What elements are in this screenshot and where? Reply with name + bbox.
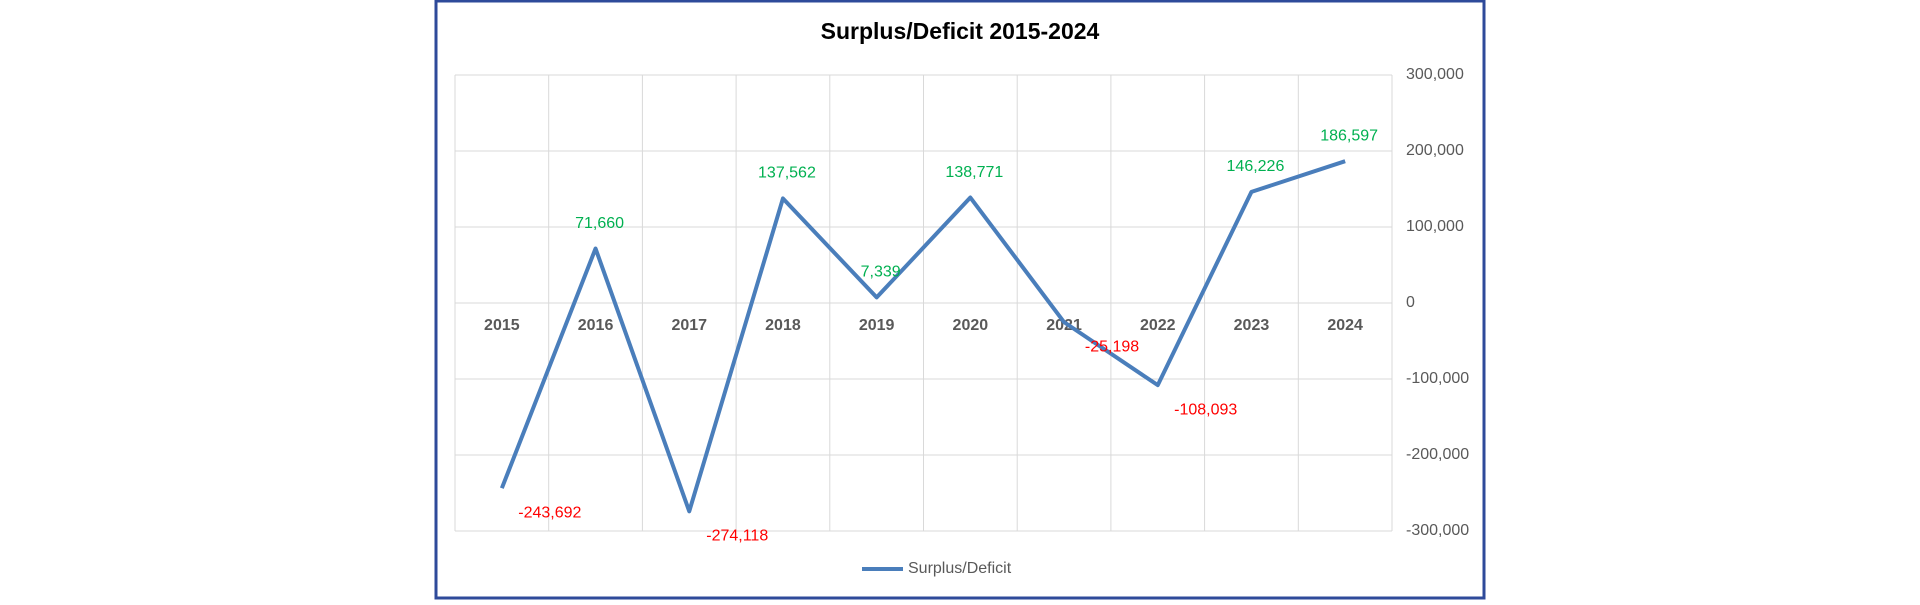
y-tick-label: -100,000 xyxy=(1406,370,1469,387)
x-tick-label: 2020 xyxy=(953,317,989,334)
y-tick-label: 200,000 xyxy=(1406,142,1464,159)
legend-label: Surplus/Deficit xyxy=(908,560,1012,577)
x-tick-label: 2019 xyxy=(859,317,895,334)
data-label: 186,597 xyxy=(1320,127,1378,144)
y-tick-label: -300,000 xyxy=(1406,522,1469,539)
data-label: -274,118 xyxy=(706,528,768,545)
y-tick-label: 100,000 xyxy=(1406,218,1464,235)
y-tick-label: 300,000 xyxy=(1406,66,1464,83)
y-tick-label: -200,000 xyxy=(1406,446,1469,463)
x-tick-label: 2024 xyxy=(1327,317,1363,334)
chart-frame xyxy=(434,0,1486,600)
data-label: 71,660 xyxy=(575,215,624,232)
data-label: -243,692 xyxy=(518,504,581,521)
chart-title: Surplus/Deficit 2015-2024 xyxy=(821,18,1100,44)
data-label: 137,562 xyxy=(758,165,816,182)
x-tick-label: 2017 xyxy=(671,317,707,334)
x-tick-label: 2015 xyxy=(484,317,520,334)
data-label: -108,093 xyxy=(1174,401,1237,418)
x-tick-label: 2018 xyxy=(765,317,801,334)
x-tick-label: 2023 xyxy=(1234,317,1270,334)
y-tick-label: 0 xyxy=(1406,294,1415,311)
x-tick-label: 2022 xyxy=(1140,317,1176,334)
data-label: -25,198 xyxy=(1085,338,1139,355)
x-tick-label: 2016 xyxy=(578,317,614,334)
line xyxy=(499,159,1346,514)
data-label: 138,771 xyxy=(945,164,1003,181)
data-label: 7,339 xyxy=(861,264,901,281)
data-label: 146,226 xyxy=(1227,158,1285,175)
